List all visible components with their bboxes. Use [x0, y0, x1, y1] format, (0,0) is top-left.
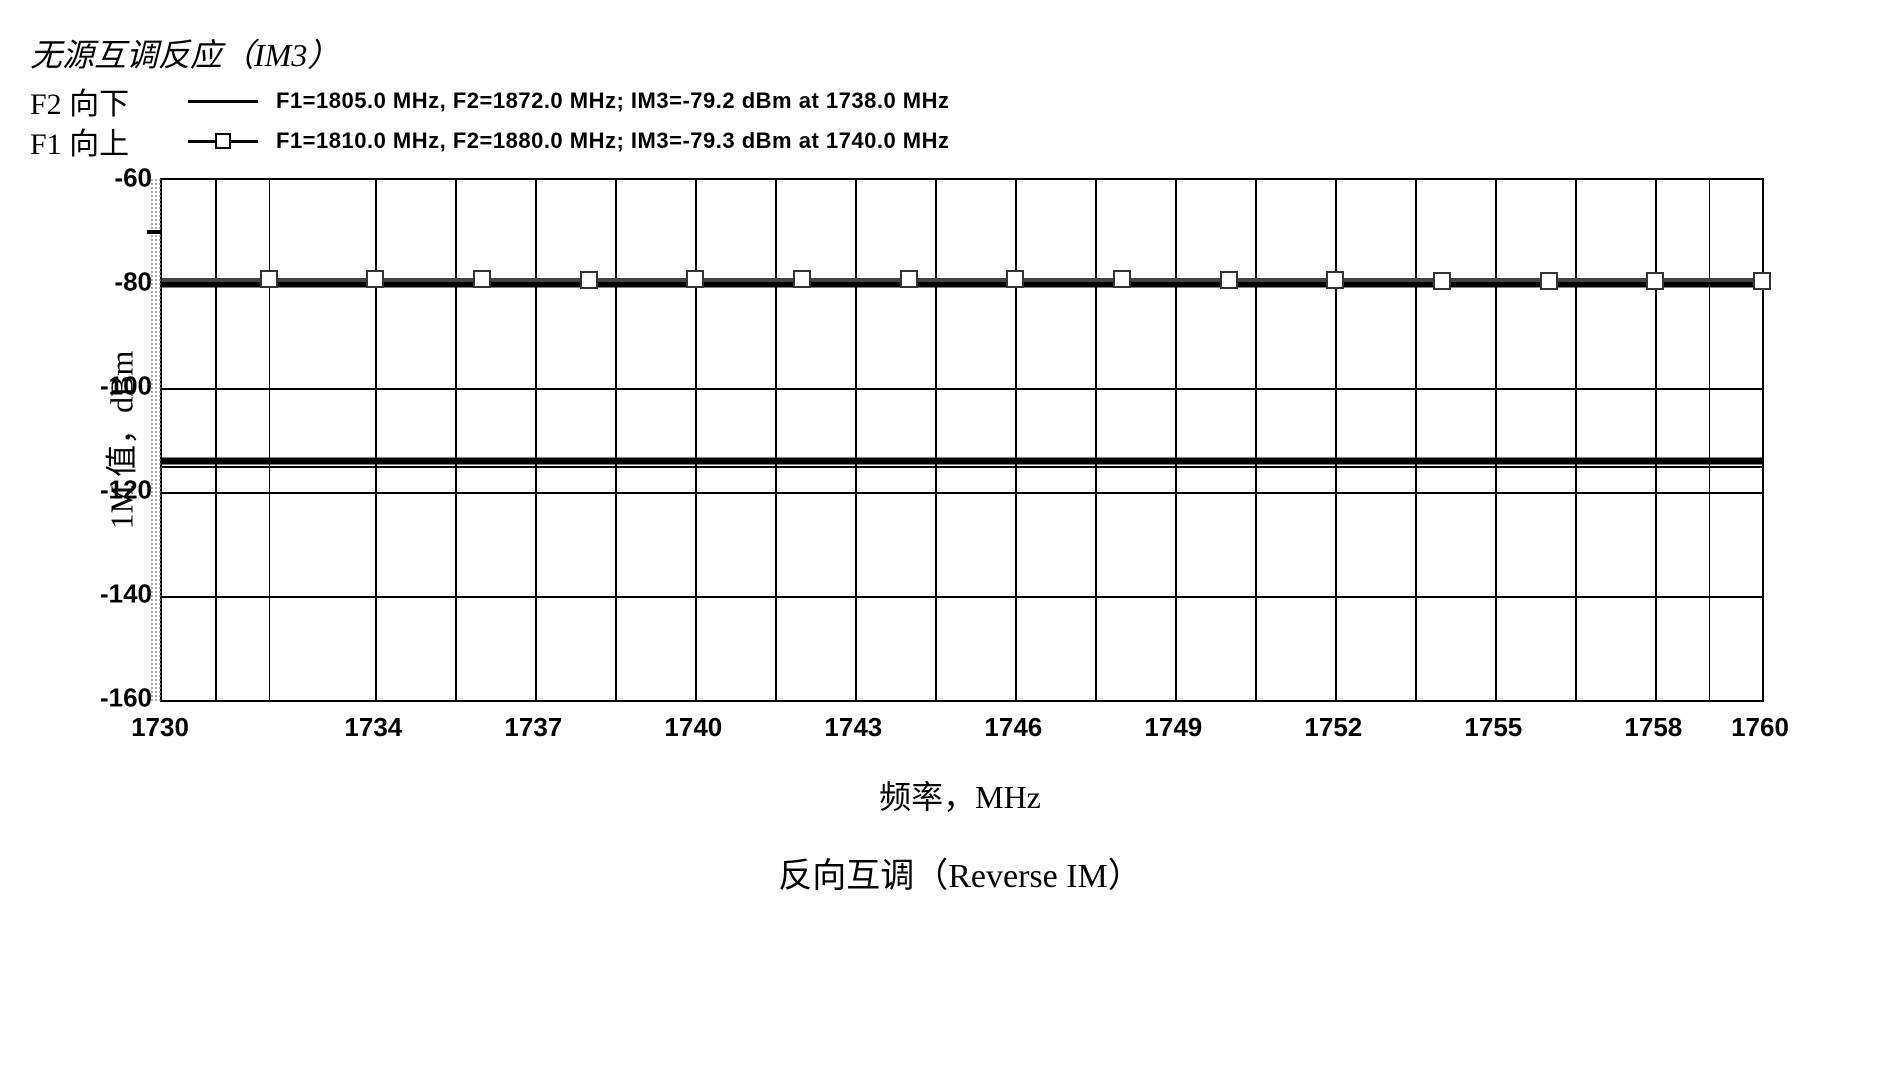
series-f2-down-line [162, 457, 1762, 464]
vgrid-line [855, 180, 857, 700]
x-tick-label: 1752 [1304, 712, 1362, 743]
chart-title: 无源互调反应（IM3） [30, 30, 1870, 76]
vgrid-line [269, 180, 271, 700]
vgrid-line [1415, 180, 1417, 700]
series-f1-up-marker [1326, 271, 1344, 289]
vgrid-line [1655, 180, 1657, 700]
plot-area [160, 178, 1764, 702]
hgrid-line [162, 596, 1762, 598]
x-axis-label: 频率，MHz [160, 772, 1760, 818]
x-tick-label: 1730 [131, 712, 189, 743]
vgrid-line [455, 180, 457, 700]
vgrid-line [1335, 180, 1337, 700]
series-f1-up-marker [900, 270, 918, 288]
x-tick-label: 1755 [1464, 712, 1522, 743]
footer-title: 反向互调（Reverse IM） [160, 848, 1760, 897]
x-axis-ticks: 1730173417371740174317461749175217551758… [160, 702, 1760, 752]
hgrid-line [162, 466, 1762, 468]
y-tick-label: -80 [114, 267, 152, 298]
legend-left-f2: F2 向下 [30, 79, 170, 123]
vgrid-line [935, 180, 937, 700]
y-tick-label: -100 [100, 371, 152, 402]
hgrid-line [162, 388, 1762, 390]
series-f1-up-marker [260, 270, 278, 288]
legend-row-f1: F1 向上 F1=1810.0 MHz, F2=1880.0 MHz; IM3=… [30, 124, 1870, 158]
series-f1-up-marker [686, 270, 704, 288]
series-f1-up-marker [793, 270, 811, 288]
vgrid-line [1709, 180, 1711, 700]
vgrid-line [375, 180, 377, 700]
x-tick-label: 1758 [1624, 712, 1682, 743]
series-f1-up-marker [1753, 272, 1771, 290]
vgrid-line [1015, 180, 1017, 700]
vgrid-line [1255, 180, 1257, 700]
left-annot-tick [147, 230, 161, 234]
vgrid-line [1175, 180, 1177, 700]
series-f1-up-line [162, 278, 1762, 282]
x-tick-label: 1760 [1731, 712, 1789, 743]
vgrid-line [1495, 180, 1497, 700]
y-tick-label: -160 [100, 683, 152, 714]
y-tick-label: -120 [100, 475, 152, 506]
x-tick-label: 1740 [664, 712, 722, 743]
square-marker-icon [215, 133, 231, 149]
series-f1-up-marker [1540, 272, 1558, 290]
legend-left-f1: F1 向上 [30, 119, 170, 163]
series-f1-up-marker [1220, 271, 1238, 289]
series-f1-up-marker [366, 270, 384, 288]
series-f1-up-marker [1646, 272, 1664, 290]
series-f1-up-marker [1433, 272, 1451, 290]
series-f1-up-marker [580, 271, 598, 289]
series-f1-up-marker [1113, 270, 1131, 288]
vgrid-line [1095, 180, 1097, 700]
x-tick-label: 1737 [504, 712, 562, 743]
vgrid-line [775, 180, 777, 700]
legend-row-f2: F2 向下 F1=1805.0 MHz, F2=1872.0 MHz; IM3=… [30, 84, 1870, 118]
y-tick-label: -140 [100, 579, 152, 610]
series-f1-up-marker [473, 270, 491, 288]
legend-text-f2: F1=1805.0 MHz, F2=1872.0 MHz; IM3=-79.2 … [276, 88, 950, 114]
y-tick-label: -60 [114, 163, 152, 194]
vgrid-line [1575, 180, 1577, 700]
legend-text-f1: F1=1810.0 MHz, F2=1880.0 MHz; IM3=-79.3 … [276, 128, 950, 154]
solid-line-icon [188, 100, 258, 103]
legend-swatch-f2 [188, 91, 258, 111]
hgrid-line [162, 492, 1762, 494]
vgrid-line [215, 180, 217, 700]
x-tick-label: 1743 [824, 712, 882, 743]
legend-swatch-f1 [188, 131, 258, 151]
x-tick-label: 1734 [344, 712, 402, 743]
vgrid-line [695, 180, 697, 700]
vgrid-line [535, 180, 537, 700]
series-f1-up-marker [1006, 270, 1024, 288]
vgrid-line [615, 180, 617, 700]
x-tick-label: 1746 [984, 712, 1042, 743]
x-tick-label: 1749 [1144, 712, 1202, 743]
y-axis-ticks: -60-80-100-120-140-160 [80, 178, 160, 698]
